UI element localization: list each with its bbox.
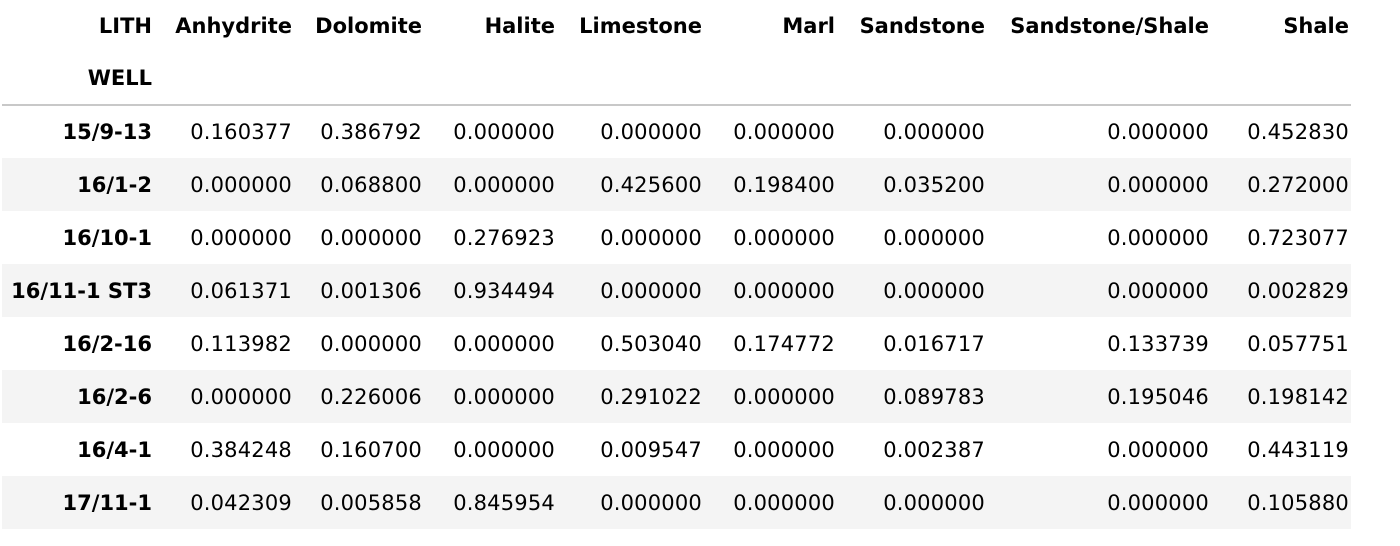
row-index-label: 17/11-1: [2, 476, 154, 529]
table-cell: 0.000000: [987, 423, 1211, 476]
table-cell: 0.000000: [557, 105, 704, 158]
table-cell: 0.000000: [704, 423, 837, 476]
table-cell: 0.503040: [557, 317, 704, 370]
column-header: Anhydrite: [175, 14, 292, 38]
index-header-row: WELL: [2, 52, 1351, 106]
row-index-label: 16/4-1: [2, 423, 154, 476]
table-cell: 0.198400: [704, 158, 837, 211]
table-cell: 0.000000: [557, 476, 704, 529]
table-row: 15/9-13 0.160377 0.386792 0.000000 0.000000 0…: [2, 105, 1351, 158]
table-cell: 0.000000: [987, 264, 1211, 317]
table-cell: 0.000000: [837, 105, 987, 158]
table-cell: 0.016717: [837, 317, 987, 370]
table-body: 15/9-13 0.160377 0.386792 0.000000 0.000000 0…: [2, 105, 1351, 529]
table-cell: 0.845954: [424, 476, 557, 529]
table-cell: 0.386792: [294, 105, 424, 158]
table-row: 17/11-1 0.042309 0.005858 0.845954 0.000000 0…: [2, 476, 1351, 529]
table-cell: 0.272000: [1211, 158, 1351, 211]
table-cell: 0.113982: [154, 317, 294, 370]
table-cell: 0.000000: [294, 317, 424, 370]
table-row: 16/4-1 0.384248 0.160700 0.000000 0.009547 0.…: [2, 423, 1351, 476]
table-cell: 0.000000: [704, 105, 837, 158]
table-cell: 0.452830: [1211, 105, 1351, 158]
table-cell: 0.000000: [837, 476, 987, 529]
table-cell: 0.000000: [704, 370, 837, 423]
table-cell: 0.057751: [1211, 317, 1351, 370]
table-cell: 0.000000: [424, 317, 557, 370]
table-cell: 0.000000: [704, 264, 837, 317]
column-header: Marl: [782, 14, 835, 38]
index-name-label: WELL: [2, 52, 154, 106]
table-cell: 0.061371: [154, 264, 294, 317]
table-cell: 0.384248: [154, 423, 294, 476]
table-row: 16/2-16 0.113982 0.000000 0.000000 0.503040 0…: [2, 317, 1351, 370]
table-cell: 0.000000: [154, 158, 294, 211]
table-cell: 0.934494: [424, 264, 557, 317]
table-cell: 0.068800: [294, 158, 424, 211]
table-cell: 0.105880: [1211, 476, 1351, 529]
table-cell: 0.174772: [704, 317, 837, 370]
table-cell: 0.000000: [154, 211, 294, 264]
table-cell: 0.001306: [294, 264, 424, 317]
table-cell: 0.000000: [704, 476, 837, 529]
table-cell: 0.443119: [1211, 423, 1351, 476]
table-cell: 0.035200: [837, 158, 987, 211]
table-cell: 0.000000: [557, 211, 704, 264]
column-header: Limestone: [579, 14, 702, 38]
row-index-label: 16/2-16: [2, 317, 154, 370]
dataframe-table: LITH Anhydrite Dolomite Halite Limestone…: [2, 0, 1351, 529]
table-cell: 0.002387: [837, 423, 987, 476]
column-header: Dolomite: [315, 14, 422, 38]
table-cell: 0.000000: [987, 211, 1211, 264]
table-cell: 0.160377: [154, 105, 294, 158]
table-cell: 0.009547: [557, 423, 704, 476]
column-header: Shale: [1283, 14, 1349, 38]
row-index-label: 16/1-2: [2, 158, 154, 211]
table-cell: 0.000000: [294, 211, 424, 264]
table-cell: 0.005858: [294, 476, 424, 529]
table-cell: 0.089783: [837, 370, 987, 423]
table-cell: 0.002829: [1211, 264, 1351, 317]
table-cell: 0.723077: [1211, 211, 1351, 264]
column-header-row: LITH Anhydrite Dolomite Halite Limestone…: [2, 0, 1351, 52]
table-cell: 0.000000: [837, 211, 987, 264]
table-cell: 0.276923: [424, 211, 557, 264]
table-row: 16/11-1 ST3 0.061371 0.001306 0.934494 0.000…: [2, 264, 1351, 317]
table-row: 16/10-1 0.000000 0.000000 0.276923 0.000000 0…: [2, 211, 1351, 264]
table-cell: 0.000000: [424, 158, 557, 211]
table-cell: 0.291022: [557, 370, 704, 423]
table-header: LITH Anhydrite Dolomite Halite Limestone…: [2, 0, 1351, 106]
table-cell: 0.000000: [557, 264, 704, 317]
table-cell: 0.425600: [557, 158, 704, 211]
table-cell: 0.000000: [987, 158, 1211, 211]
row-index-label: 15/9-13: [2, 105, 154, 158]
table-cell: 0.000000: [987, 476, 1211, 529]
table-cell: 0.160700: [294, 423, 424, 476]
table-cell: 0.042309: [154, 476, 294, 529]
table-cell: 0.000000: [424, 423, 557, 476]
table-cell: 0.226006: [294, 370, 424, 423]
table-cell: 0.000000: [704, 211, 837, 264]
table-cell: 0.000000: [154, 370, 294, 423]
column-header: Halite: [484, 14, 555, 38]
table-row: 16/1-2 0.000000 0.068800 0.000000 0.425600 0.…: [2, 158, 1351, 211]
columns-name-label: LITH: [98, 14, 152, 38]
row-index-label: 16/10-1: [2, 211, 154, 264]
table-row: 16/2-6 0.000000 0.226006 0.000000 0.291022 0.…: [2, 370, 1351, 423]
table-cell: 0.198142: [1211, 370, 1351, 423]
row-index-label: 16/11-1 ST3: [2, 264, 154, 317]
table-cell: 0.000000: [424, 105, 557, 158]
column-header: Sandstone: [859, 14, 985, 38]
table-cell: 0.000000: [987, 105, 1211, 158]
column-header: Sandstone/Shale: [1010, 14, 1209, 38]
table-cell: 0.000000: [837, 264, 987, 317]
table-cell: 0.195046: [987, 370, 1211, 423]
table-cell: 0.133739: [987, 317, 1211, 370]
table-cell: 0.000000: [424, 370, 557, 423]
row-index-label: 16/2-6: [2, 370, 154, 423]
